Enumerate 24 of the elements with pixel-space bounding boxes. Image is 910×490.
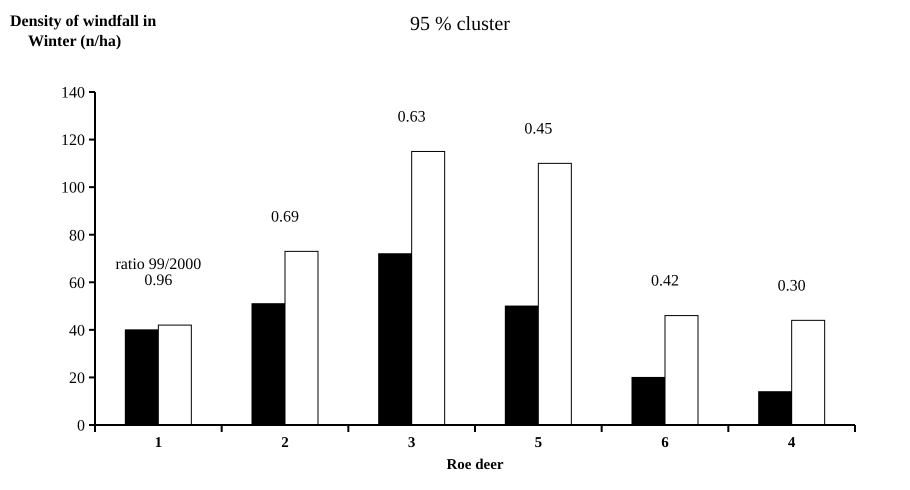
x-tick-label: 1 [154,435,162,451]
annotation: 0.69 [271,208,299,226]
y-tick-label: 80 [69,227,85,244]
annotation: 0.63 [398,108,426,126]
annotation: 0.42 [651,272,679,290]
y-tick-label: 40 [69,322,85,340]
x-tick-label: 6 [661,435,670,451]
y-tick-label: 100 [61,180,85,197]
annotation: 0.96 [144,272,172,290]
x-tick-label: 5 [534,435,542,451]
y-tick-label: 120 [61,132,85,150]
y-tick-label: 20 [69,370,85,388]
chart-title: 95 % cluster [410,13,510,35]
x-tick-label: 4 [788,435,796,451]
x-tick-label: 3 [408,435,416,451]
x-tick-label: 2 [281,435,289,451]
y-tick-label: 0 [77,418,85,435]
y-tick-label: 140 [61,84,85,102]
y-tick-label: 60 [69,274,85,292]
annotation: 0.30 [778,277,806,294]
annotation: ratio 99/2000 [115,256,202,274]
y-axis-title: Density of windfall in Winter (n/ha) [10,13,156,50]
annotation: 0.45 [524,120,552,138]
x-axis-title: Roe deer [446,457,504,473]
